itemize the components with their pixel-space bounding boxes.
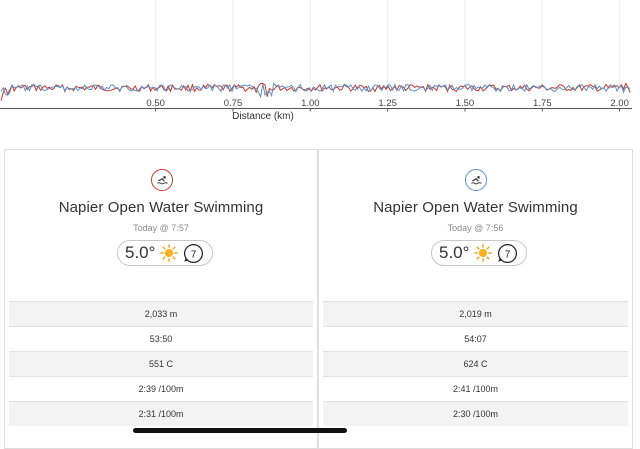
stat-calories: 624 C: [323, 351, 628, 376]
stat-avg-pace: 2:39 /100m: [9, 376, 313, 401]
wind-direction-icon: 7: [498, 243, 518, 263]
stat-avg-pace: 2:41 /100m: [323, 376, 628, 401]
weather-pill: 5.0° 7: [117, 240, 214, 266]
chart-gridlines: [155, 0, 621, 109]
temperature: 5.0°: [439, 243, 470, 262]
weather-pill: 5.0° 7: [431, 240, 528, 266]
stat-best-pace: 2:30 /100m: [323, 401, 628, 426]
activity-card-right[interactable]: Napier Open Water Swimming Today @ 7:56 …: [318, 149, 633, 449]
series-line-1: [0, 82, 631, 101]
x-tick-label: 0.50: [146, 98, 165, 109]
swim-icon: [151, 169, 173, 191]
activity-comparison-panel: Napier Open Water Swimming Today @ 7:57 …: [0, 140, 640, 449]
pace-comparison-chart: 0.50 0.75 1.00 1.25 1.50 1.75 2.00 Distance (k…: [0, 0, 632, 122]
activity-card-left[interactable]: Napier Open Water Swimming Today @ 7:57 …: [4, 149, 318, 449]
x-axis-ticks: 0.50 0.75 1.00 1.25 1.50 1.75 2.00: [146, 98, 629, 112]
stat-best-pace: 2:31 /100m: [9, 401, 313, 426]
stat-distance: 2,033 m: [9, 301, 313, 326]
activity-date: Today @ 7:56: [447, 223, 504, 233]
wind-direction-icon: 7: [184, 243, 204, 263]
x-tick-label: 0.75: [224, 98, 243, 109]
series-line-2: [0, 82, 631, 99]
stat-distance: 2,019 m: [323, 301, 628, 326]
x-axis-title: Distance (km): [232, 111, 294, 122]
sun-icon: [160, 244, 179, 262]
home-indicator[interactable]: [133, 428, 347, 433]
swim-icon: [465, 169, 487, 191]
x-tick-label: 1.00: [301, 98, 320, 109]
sun-icon: [474, 244, 493, 262]
stats-list: 2,019 m 54:07 624 C 2:41 /100m 2:30 /100…: [323, 301, 628, 426]
x-tick-label: 2.00: [610, 98, 629, 109]
activity-date: Today @ 7:57: [133, 223, 189, 233]
wind-speed: 7: [191, 249, 197, 260]
temperature: 5.0°: [125, 243, 156, 262]
activity-title[interactable]: Napier Open Water Swimming: [58, 199, 264, 216]
stat-calories: 551 C: [9, 351, 313, 376]
stat-time: 54:07: [323, 326, 628, 351]
stats-list: 2,033 m 53:50 551 C 2:39 /100m 2:31 /100…: [9, 301, 313, 426]
x-tick-label: 1.50: [456, 98, 475, 109]
stat-time: 53:50: [9, 326, 313, 351]
chart-series-layer: [0, 82, 631, 101]
activity-title[interactable]: Napier Open Water Swimming: [373, 199, 578, 216]
wind-speed: 7: [505, 249, 511, 260]
x-tick-label: 1.25: [378, 98, 397, 109]
x-tick-label: 1.75: [533, 98, 552, 109]
